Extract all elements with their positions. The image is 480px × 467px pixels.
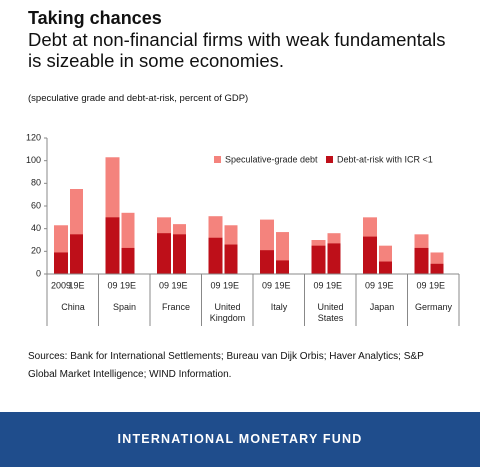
x-tick-label: 09 — [159, 280, 169, 290]
footer: INTERNATIONAL MONETARY FUND — [0, 412, 480, 467]
group-label: France — [161, 302, 190, 312]
y-tick-label: 120 — [26, 132, 41, 142]
bar — [173, 234, 186, 274]
x-tick-label: 19E — [429, 280, 445, 290]
sources: Sources: Bank for International Settleme… — [28, 351, 424, 380]
footer-text: INTERNATIONAL MONETARY FUND — [117, 432, 363, 446]
bar — [208, 237, 223, 274]
bar — [157, 233, 171, 274]
group-label: United States — [317, 302, 344, 323]
bar — [224, 244, 238, 274]
bar — [414, 247, 429, 274]
subtitle: Debt at non-financial firms with weak fu… — [28, 29, 446, 71]
note: (speculative grade and debt-at-risk, per… — [28, 93, 249, 104]
x-tick-label: 09 — [262, 280, 272, 290]
bar — [363, 236, 377, 274]
bar — [430, 263, 444, 274]
bar — [105, 217, 120, 274]
bar — [311, 245, 326, 274]
bar — [70, 234, 83, 274]
group-label: United Kingdom — [209, 302, 246, 323]
y-tick-label: 40 — [31, 223, 41, 233]
bar — [276, 260, 289, 274]
y-tick-label: 0 — [36, 268, 41, 278]
x-tick-label: 2009 — [51, 280, 71, 290]
x-tick-label: 09 — [365, 280, 375, 290]
group-label: China — [61, 302, 85, 312]
x-tick-label: 19E — [223, 280, 239, 290]
y-tick-label: 100 — [26, 155, 41, 165]
legend-label: Debt-at-risk with ICR <1 — [337, 154, 433, 164]
legend-swatch — [326, 156, 333, 163]
bar — [260, 250, 274, 274]
bar — [379, 261, 392, 274]
x-tick-label: 19E — [171, 280, 187, 290]
title: Taking chances — [28, 8, 162, 28]
y-tick-label: 20 — [31, 246, 41, 256]
legend-label: Speculative-grade debt — [225, 154, 318, 164]
x-tick-label: 09 — [416, 280, 426, 290]
group-label: Germany — [414, 302, 452, 312]
group-label: Japan — [369, 302, 395, 312]
x-tick-label: 19E — [274, 280, 290, 290]
x-tick-label: 19E — [326, 280, 342, 290]
bar — [54, 252, 68, 274]
x-tick-label: 19E — [68, 280, 84, 290]
bar — [121, 247, 135, 274]
bar — [327, 243, 341, 274]
x-tick-label: 19E — [377, 280, 393, 290]
x-tick-label: 09 — [313, 280, 323, 290]
x-tick-label: 09 — [210, 280, 220, 290]
y-tick-label: 80 — [31, 178, 41, 188]
legend-swatch — [214, 156, 221, 163]
group-label: Spain — [112, 302, 137, 312]
x-tick-label: 09 — [107, 280, 117, 290]
x-tick-label: 19E — [120, 280, 136, 290]
y-tick-label: 60 — [31, 200, 41, 210]
group-label: Italy — [270, 302, 288, 312]
